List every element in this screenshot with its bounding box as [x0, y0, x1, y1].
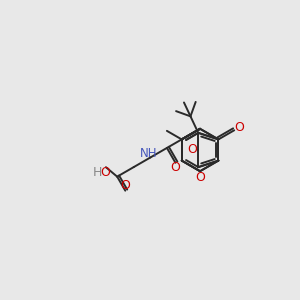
Text: H: H — [93, 166, 102, 179]
Text: O: O — [195, 171, 205, 184]
Text: O: O — [187, 143, 197, 157]
Text: O: O — [120, 179, 130, 192]
Text: NH: NH — [140, 147, 158, 160]
Text: O: O — [100, 166, 110, 179]
Text: O: O — [234, 121, 244, 134]
Text: O: O — [170, 161, 180, 174]
